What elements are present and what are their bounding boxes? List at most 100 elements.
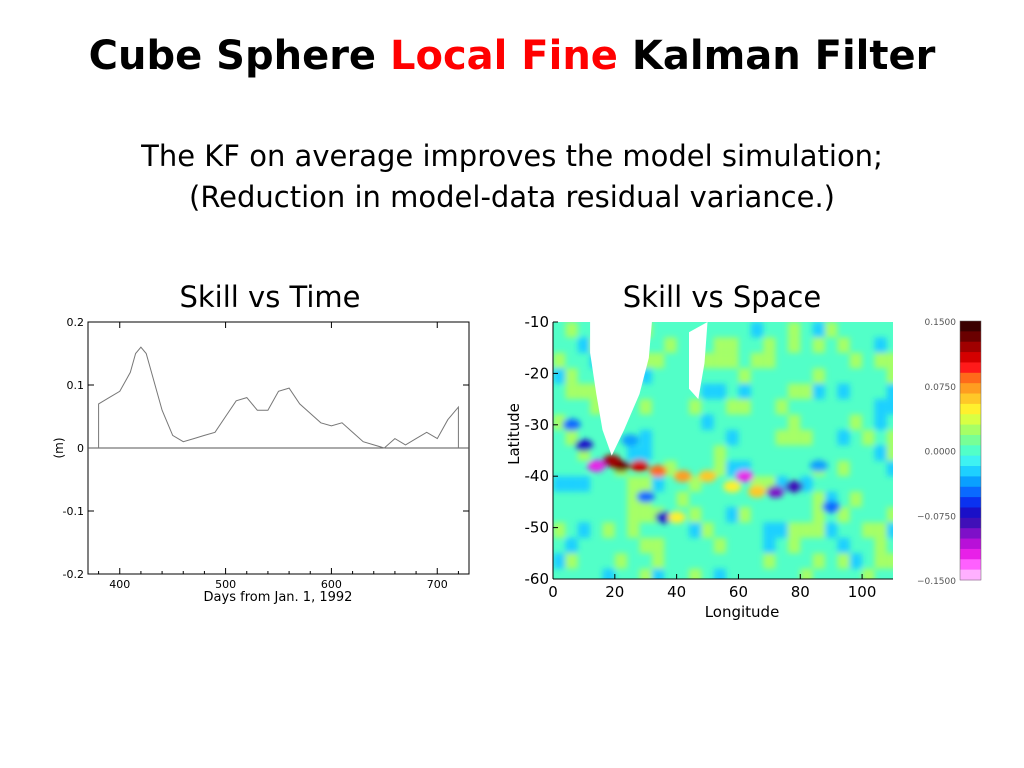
heatmap-cell — [812, 491, 825, 508]
time-y-tick-label: 0 — [77, 442, 84, 455]
heatmap-cell — [886, 553, 893, 569]
heatmap-cell — [874, 352, 887, 369]
heatmap-feature — [636, 490, 655, 503]
heatmap-cell — [886, 352, 893, 369]
heatmap-cell — [874, 399, 887, 415]
heatmap-feature — [698, 470, 717, 483]
heatmap-cell — [614, 553, 628, 569]
colorbar-swatch — [960, 486, 981, 498]
colorbar-swatch — [960, 362, 981, 374]
heatmap-cell — [627, 522, 640, 538]
heatmap-cell — [787, 337, 801, 353]
heatmap-cell — [689, 476, 702, 492]
colorbar-swatch — [960, 341, 981, 353]
heatmap-cell — [750, 352, 764, 369]
heatmap-cell — [651, 352, 665, 369]
heatmap-feature — [574, 439, 593, 452]
colorbar-swatch — [960, 383, 981, 395]
heatmap-cell — [627, 445, 640, 461]
heatmap-cell — [639, 399, 652, 415]
space-x-tick-label: 80 — [791, 583, 810, 601]
heatmap-feature — [649, 465, 668, 478]
heatmap-cell — [812, 322, 825, 338]
heatmap-cell — [874, 553, 887, 569]
heatmap-cell — [553, 522, 566, 538]
colorbar-swatch — [960, 321, 981, 332]
heatmap-feature — [587, 459, 606, 472]
space-x-tick-label: 100 — [848, 583, 877, 601]
heatmap-cell — [602, 522, 615, 538]
heatmap-feature — [785, 480, 804, 493]
colorbar-swatch — [960, 559, 981, 571]
heatmap-cell — [849, 553, 863, 569]
heatmap-cell — [738, 383, 751, 400]
heatmap-cell — [849, 491, 863, 508]
heatmap-cell — [787, 429, 801, 446]
space-y-tick-label: -30 — [525, 416, 550, 434]
space-x-tick-label: 20 — [605, 583, 624, 601]
colorbar-swatch — [960, 434, 981, 446]
heatmap-cell — [553, 352, 566, 369]
heatmap-cell — [812, 522, 825, 538]
time-x-tick-label: 400 — [109, 578, 130, 591]
heatmap-cell — [713, 352, 727, 369]
colorbar-tick-label: 0.1500 — [925, 318, 957, 328]
heatmap-cell — [726, 429, 739, 446]
heatmap-cell — [651, 476, 665, 492]
heatmap-cell — [701, 522, 714, 538]
heatmap-cell — [726, 352, 739, 369]
colorbar-swatch — [960, 517, 981, 529]
heatmap-cell — [787, 522, 801, 538]
time-y-tick-label: 0.2 — [67, 316, 85, 329]
colorbar-frame — [959, 320, 982, 581]
time-x-tick-label: 600 — [321, 578, 342, 591]
heatmap-cell — [862, 568, 875, 579]
heatmap-cell — [837, 429, 850, 446]
heatmap-cell — [639, 507, 652, 523]
heatmap-cell — [602, 568, 615, 579]
land-mask — [590, 322, 708, 456]
heatmap-cell — [627, 476, 640, 492]
heatmap-cell — [886, 368, 893, 384]
space-y-tick-label: -20 — [525, 364, 550, 382]
heatmap-cell — [664, 337, 677, 353]
heatmap-cell — [664, 460, 677, 477]
heatmap-feature — [735, 470, 754, 483]
heatmap-cell — [837, 507, 850, 523]
heatmap-cell — [837, 460, 850, 477]
heatmap-cell — [812, 553, 825, 569]
heatmap-cell — [738, 368, 751, 384]
heatmap-cell — [553, 414, 566, 430]
heatmap-cell — [886, 383, 893, 400]
heatmap-cell — [787, 322, 801, 338]
heatmap-cell — [565, 476, 578, 492]
colorbar-swatch — [960, 528, 981, 540]
heatmap-cell — [812, 383, 825, 400]
heatmap-cell — [553, 368, 566, 384]
heatmap-feature — [822, 501, 841, 514]
heatmap-cell — [553, 476, 566, 492]
time-x-axis-label: Days from Jan. 1, 1992 — [204, 590, 353, 605]
heatmap-cell — [775, 522, 788, 538]
colorbar-tick-label: 0.0000 — [925, 448, 957, 458]
colorbar-swatch — [960, 372, 981, 384]
heatmap-feature — [667, 511, 686, 524]
land-africa — [590, 322, 652, 456]
heatmap-cell — [565, 553, 578, 569]
heatmap-cell — [800, 383, 813, 400]
heatmap-cell — [837, 537, 850, 554]
colorbar-swatch — [960, 569, 981, 581]
colorbar-swatch — [960, 497, 981, 508]
heatmap-cell — [750, 322, 764, 338]
heatmap-cell — [565, 429, 578, 446]
space-y-tick-label: -40 — [525, 467, 550, 485]
heatmap-cell — [874, 337, 887, 353]
heatmap-cell — [689, 522, 702, 538]
heatmap-cell — [738, 399, 751, 415]
heatmap-feature — [602, 454, 621, 467]
heatmap-cell — [849, 352, 863, 369]
heatmap-cell — [837, 383, 850, 400]
heatmap-cell — [787, 383, 801, 400]
heatmap-cell — [825, 522, 838, 538]
